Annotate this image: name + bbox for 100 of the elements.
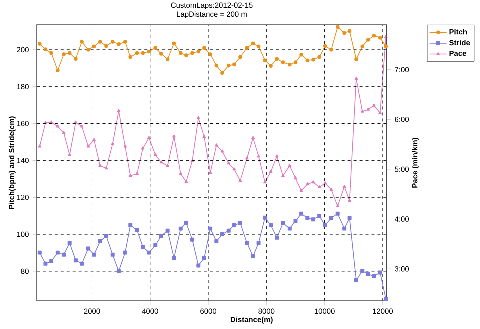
point [256,44,261,48]
point [318,55,322,60]
point [300,53,304,57]
point [56,250,60,255]
point [378,111,382,114]
point [141,146,145,150]
point [282,174,285,178]
point [288,226,292,231]
point [196,116,200,120]
point [154,153,158,156]
point [214,240,219,244]
point [232,62,236,67]
point [80,40,84,44]
point [110,40,115,44]
point [98,164,102,168]
point [300,189,304,192]
point [62,52,66,56]
point [360,44,364,48]
point [117,109,121,112]
point [275,57,280,62]
point [220,150,224,153]
point [323,224,328,228]
point [294,60,298,64]
point [275,154,279,158]
point [74,57,78,62]
point [196,50,201,54]
point [269,224,274,228]
point [38,250,42,255]
point [123,250,128,255]
point [220,232,224,237]
point [154,243,158,248]
point [172,256,176,260]
point [214,144,218,147]
point [117,42,121,46]
point [263,58,268,63]
point [252,136,255,140]
point [342,31,346,36]
point [288,164,292,168]
point [226,228,231,233]
point [196,264,201,268]
point [160,160,164,164]
point [147,250,152,255]
point [128,174,132,178]
point [372,274,376,278]
point [160,52,164,56]
point [378,36,382,40]
point [330,188,334,192]
point [294,219,298,224]
point [281,221,286,226]
point [378,270,382,275]
point [141,51,146,56]
point [56,68,60,72]
point [128,55,133,60]
point [323,44,328,48]
point [360,110,364,113]
point [312,58,316,62]
point [342,185,346,188]
point [68,241,72,246]
point [104,166,108,170]
point [220,71,224,76]
point [245,46,250,50]
point [56,124,60,128]
point [166,228,170,233]
point [172,134,176,138]
point [245,241,250,246]
point [104,234,108,238]
point [44,262,48,266]
point [306,58,310,63]
point [330,48,334,52]
point [342,226,347,231]
point [147,50,152,54]
point [62,131,66,134]
point [257,154,261,158]
point [360,269,365,274]
point [172,42,176,46]
point [269,64,273,68]
point [348,29,352,34]
point [306,182,310,186]
point [251,42,256,46]
point [245,156,249,160]
point [238,179,242,182]
point [123,40,128,44]
point [208,52,212,56]
point [238,221,242,226]
point [275,236,280,240]
point [354,76,358,80]
point [44,121,48,124]
point [251,254,256,258]
point [184,180,188,184]
point [44,48,48,52]
point [98,40,102,44]
point [324,182,328,185]
point [208,171,212,174]
point [68,51,72,56]
point [166,58,170,62]
point [104,44,108,48]
point [263,216,268,220]
point [38,144,42,148]
point [348,198,352,202]
point [111,142,115,146]
